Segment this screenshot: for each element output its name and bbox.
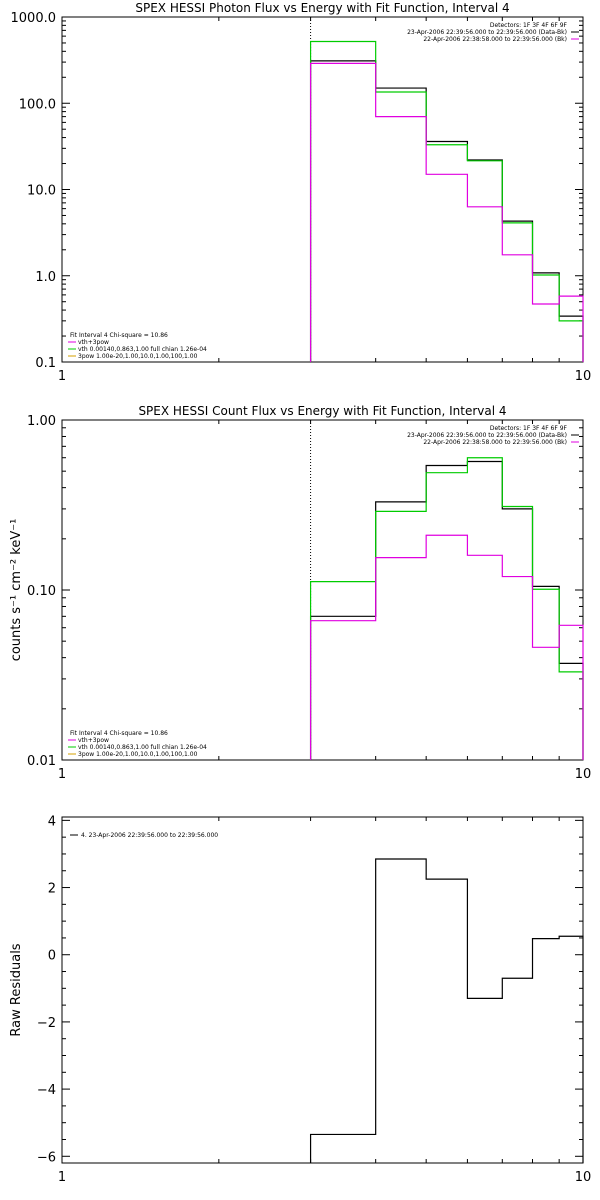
legend-text: Detectors: 1F 3F 4F 6F 9F (490, 22, 568, 29)
y-tick-label: 1.0 (35, 270, 56, 285)
chart-title: SPEX HESSI Count Flux vs Energy with Fit… (138, 404, 506, 418)
legend-text: Detectors: 1F 3F 4F 6F 9F (490, 425, 568, 432)
x-tick-label: 10 (575, 767, 592, 782)
y-tick-label: 4 (48, 814, 56, 829)
y-tick-label: 0.1 (35, 356, 56, 371)
y-tick-label: 2 (48, 882, 56, 897)
plot-frame (61, 816, 584, 1164)
x-tick-label: 10 (575, 1170, 592, 1185)
legend-text: 22-Apr-2006 22:38:58.000 to 22:39:56.000… (423, 439, 567, 446)
legend-text: vth+3pow (78, 339, 109, 346)
plot-frame (61, 16, 584, 363)
y-tick-label: −2 (37, 1016, 56, 1031)
series-line-0 (309, 60, 584, 362)
x-tick-label: 1 (58, 1170, 66, 1185)
panel-photon: SPEX HESSI Photon Flux vs Energy with Fi… (11, 1, 592, 384)
x-tick-label: 1 (58, 767, 66, 782)
y-tick-label: 0 (48, 949, 56, 964)
series-line-2 (309, 62, 584, 362)
series-line-1 (309, 40, 584, 362)
legend-text: 22-Apr-2006 22:38:58.000 to 22:39:56.000… (423, 36, 567, 43)
x-tick-label: 10 (575, 369, 592, 384)
legend-text: 4. 23-Apr-2006 22:39:56.000 to 22:39:56.… (81, 832, 218, 839)
y-tick-label: 1000.0 (11, 11, 57, 26)
y-tick-label: −4 (37, 1083, 56, 1098)
legend-text: Fit Interval 4 Chi-square = 10.86 (70, 332, 168, 339)
legend-text: vth+3pow (78, 737, 109, 744)
y-tick-label: −6 (37, 1150, 56, 1165)
chart-title: SPEX HESSI Photon Flux vs Energy with Fi… (135, 1, 509, 15)
plot-frame (61, 419, 584, 761)
series-line-0 (309, 460, 584, 760)
y-axis-label: Raw Residuals (9, 943, 24, 1036)
y-tick-label: 0.10 (27, 584, 56, 599)
series-line-0 (309, 858, 584, 1163)
series-line-2 (309, 534, 584, 760)
legend-text: 23-Apr-2006 22:39:56.000 to 22:39:56.000… (407, 432, 567, 439)
y-axis-label: counts s⁻¹ cm⁻² keV⁻¹ (9, 519, 24, 662)
y-tick-label: 100.0 (19, 97, 56, 112)
series-line-1 (309, 457, 584, 760)
legend-text: 23-Apr-2006 22:39:56.000 to 22:39:56.000… (407, 29, 567, 36)
y-tick-label: 1.00 (27, 414, 56, 429)
legend-text: 3pow 1.00e-20,1.00,10.0,1.00,100,1.00 (78, 353, 198, 360)
x-tick-label: 1 (58, 369, 66, 384)
legend-text: vth 0.00140,0.863,1.00 full chian 1.26e-… (78, 346, 207, 353)
y-tick-label: 0.01 (27, 754, 56, 769)
legend-text: 3pow 1.00e-20,1.00,10.0,1.00,100,1.00 (78, 751, 198, 758)
panel-count: SPEX HESSI Count Flux vs Energy with Fit… (9, 404, 591, 782)
legend-text: vth 0.00140,0.863,1.00 full chian 1.26e-… (78, 744, 207, 751)
panel-residuals: Raw Residuals 1 10 −6 −4 −2 0 2 4 4. 23-Apr-2006 … (9, 814, 591, 1185)
legend-text: Fit Interval 4 Chi-square = 10.86 (70, 730, 168, 737)
y-tick-label: 10.0 (27, 184, 56, 199)
